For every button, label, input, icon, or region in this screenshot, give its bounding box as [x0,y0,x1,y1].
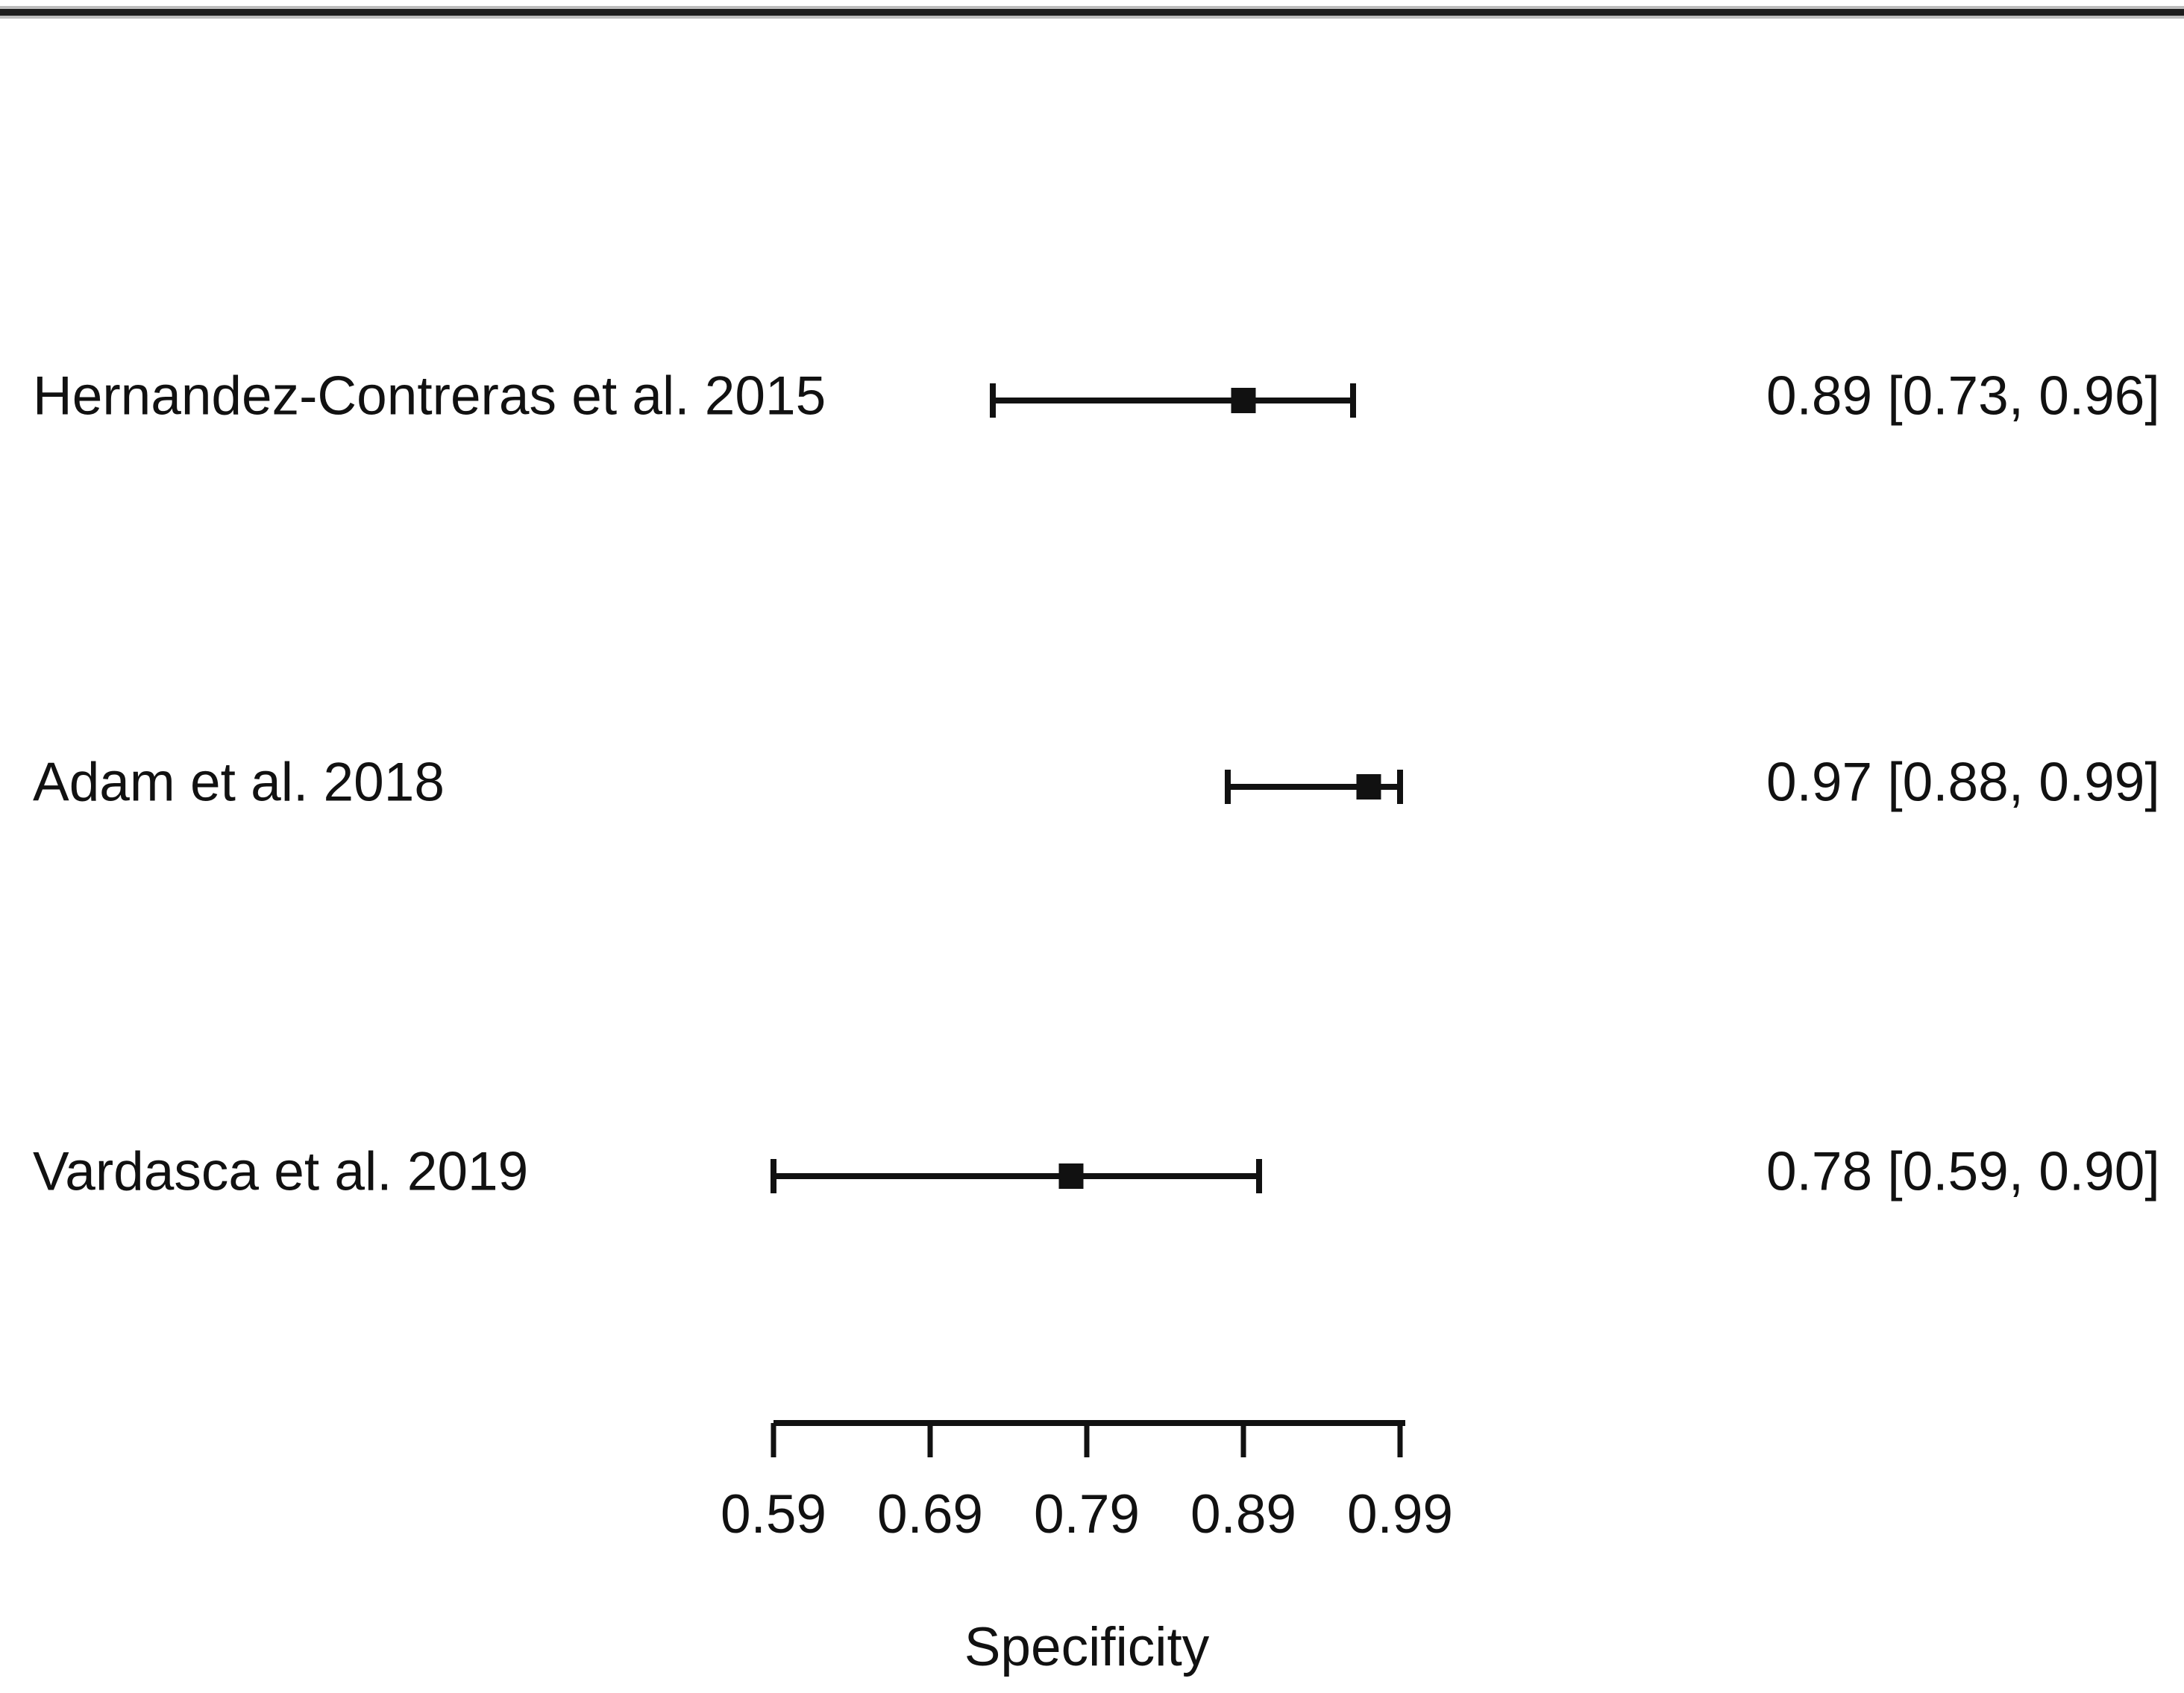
ci-line [774,1173,1259,1179]
x-axis-tick [1240,1423,1246,1457]
x-axis-title: Specificity [964,1617,1210,1677]
study-label: Adam et al. 2018 [33,752,445,813]
ci-line [1228,784,1400,790]
top-rule [0,9,2184,16]
study-label: Vardasca et al. 2019 [33,1141,529,1202]
ci-cap-right [1350,383,1356,418]
estimate-marker [1058,1163,1084,1189]
estimate-value: 0.78 [0.59, 0.90] [1766,1141,2160,1202]
ci-cap-left [771,1159,776,1193]
ci-line [993,398,1353,403]
ci-cap-right [1397,770,1403,804]
x-axis-tick [771,1423,776,1457]
x-axis-tick-label: 0.69 [876,1484,984,1545]
estimate-marker [1231,388,1256,413]
x-axis-line [774,1420,1405,1426]
estimate-value: 0.89 [0.73, 0.96] [1766,365,2160,427]
x-axis-tick-label: 0.89 [1190,1484,1297,1545]
estimate-value: 0.97 [0.88, 0.99] [1766,752,2160,813]
ci-cap-left [1225,770,1231,804]
ci-cap-right [1256,1159,1262,1193]
x-axis-tick [1084,1423,1090,1457]
x-axis-tick [1397,1423,1403,1457]
study-label: Hernandez-Contreras et al. 2015 [33,365,826,427]
x-axis-tick-label: 0.99 [1346,1484,1454,1545]
x-axis-tick-label: 0.79 [1033,1484,1140,1545]
x-axis-tick-label: 0.59 [720,1484,827,1545]
estimate-marker [1356,774,1381,800]
x-axis-tick [927,1423,933,1457]
ci-cap-left [990,383,996,418]
